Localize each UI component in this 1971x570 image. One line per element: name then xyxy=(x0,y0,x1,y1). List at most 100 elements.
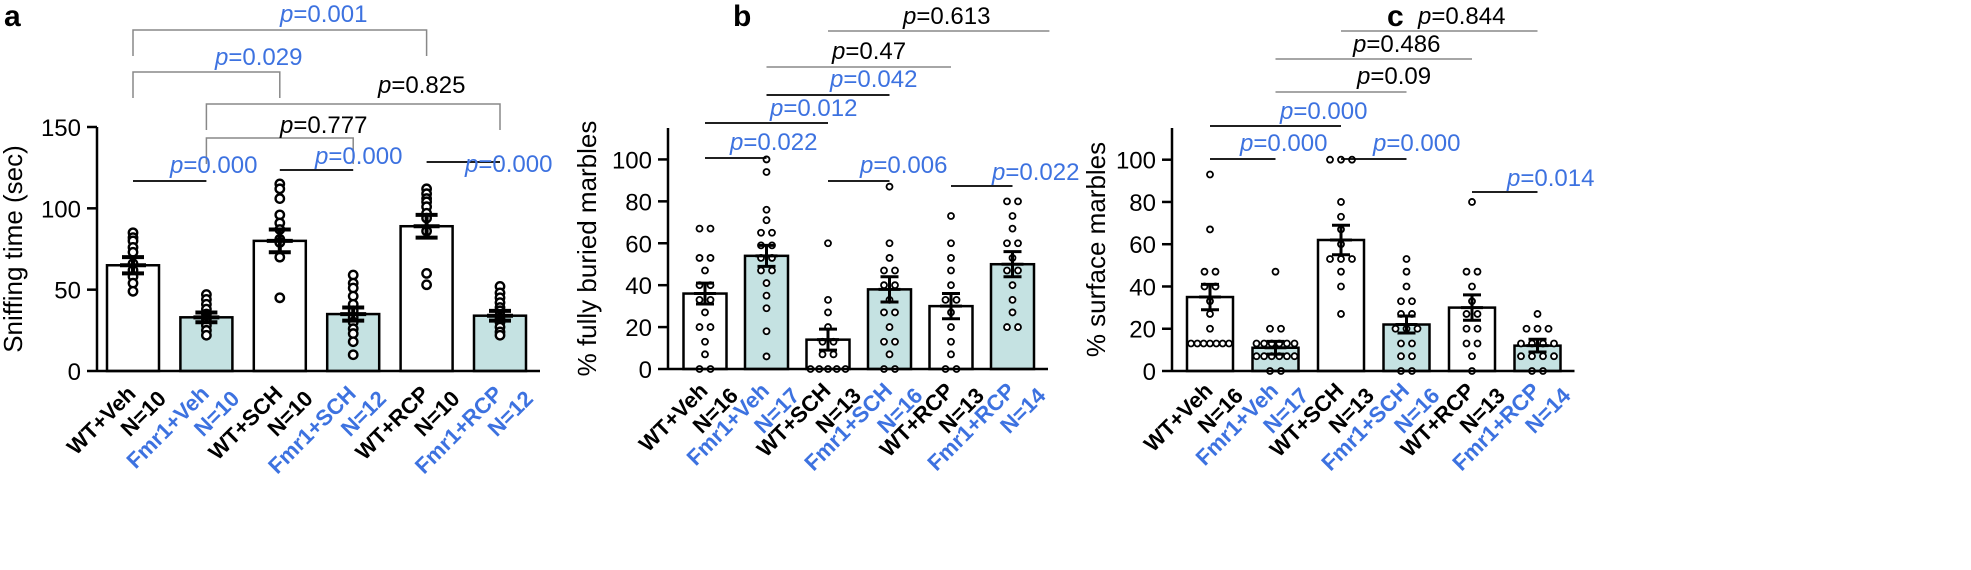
data-point xyxy=(1550,339,1558,348)
data-point xyxy=(706,254,715,262)
data-point xyxy=(885,182,894,191)
p-value-label: p=0.47 xyxy=(831,38,906,65)
p-value-label: p=0.022 xyxy=(729,129,817,156)
data-point xyxy=(706,224,715,233)
data-point xyxy=(947,239,955,248)
data-point xyxy=(1206,310,1214,318)
y-tick-label: 50 xyxy=(54,278,81,305)
data-point xyxy=(1252,339,1261,348)
data-point xyxy=(1533,324,1542,333)
y-tick-label: 100 xyxy=(612,147,652,174)
data-point xyxy=(274,292,286,304)
p-symbol: p xyxy=(1352,31,1366,58)
bar xyxy=(743,254,790,371)
data-point xyxy=(880,281,888,290)
p-value: =0.777 xyxy=(293,112,367,139)
p-symbol: p xyxy=(214,44,228,71)
data-point xyxy=(1408,339,1416,348)
data-point xyxy=(1206,225,1214,234)
p-value-label: p=0.09 xyxy=(1356,63,1431,90)
data-point xyxy=(1252,352,1261,361)
data-point xyxy=(1402,255,1411,263)
p-symbol: p xyxy=(279,112,293,139)
data-point xyxy=(1408,352,1416,361)
data-point xyxy=(1517,352,1525,361)
data-point xyxy=(762,279,771,287)
y-tick-label: 60 xyxy=(1129,232,1156,259)
p-value-label: p=0.000 xyxy=(464,151,552,178)
data-point xyxy=(947,212,955,220)
data-point xyxy=(1003,197,1011,206)
data-point xyxy=(1337,255,1345,263)
data-point xyxy=(1260,339,1268,348)
p-symbol: p xyxy=(169,152,183,179)
data-point xyxy=(1266,324,1274,333)
p-value: =0.000 xyxy=(1293,98,1367,125)
p-symbol: p xyxy=(729,129,743,156)
p-symbol: p xyxy=(279,1,293,28)
data-point xyxy=(947,337,955,346)
data-point xyxy=(941,295,950,304)
p-symbol: p xyxy=(377,72,391,99)
data-point xyxy=(762,352,771,361)
data-point xyxy=(695,224,704,233)
p-value: =0.47 xyxy=(845,38,906,65)
data-point xyxy=(947,350,955,359)
comparison-bracket xyxy=(205,103,501,130)
data-point xyxy=(1473,310,1482,318)
data-point xyxy=(885,350,894,359)
p-value-label: p=0.777 xyxy=(279,112,367,139)
p-symbol: p xyxy=(1239,130,1253,157)
data-point xyxy=(1326,255,1334,263)
data-point xyxy=(695,254,704,262)
y-axis-title: % fully buried marbles xyxy=(572,121,602,377)
data-point xyxy=(1473,267,1482,276)
p-value-label: p=0.825 xyxy=(377,72,465,99)
data-point xyxy=(1212,339,1221,348)
data-point xyxy=(818,350,827,359)
data-point xyxy=(824,295,832,304)
p-symbol: p xyxy=(1356,63,1370,90)
data-point xyxy=(1408,297,1416,306)
data-point xyxy=(1462,310,1471,318)
data-point xyxy=(347,349,359,361)
p-value: =0.000 xyxy=(1253,130,1327,157)
p-value-label: p=0.042 xyxy=(829,66,917,93)
p-symbol: p xyxy=(991,159,1005,186)
data-point xyxy=(824,308,832,317)
data-point xyxy=(706,323,715,331)
p-value: =0.09 xyxy=(1370,63,1431,90)
data-point xyxy=(1473,339,1482,348)
data-point xyxy=(1277,324,1285,333)
data-point xyxy=(421,267,432,279)
data-point xyxy=(1014,266,1022,275)
data-point xyxy=(1337,212,1345,221)
p-value: =0.029 xyxy=(228,44,302,71)
data-point xyxy=(1008,308,1017,317)
data-point xyxy=(768,228,776,237)
data-point xyxy=(1522,324,1531,333)
data-point xyxy=(1003,323,1011,331)
data-point xyxy=(706,295,715,304)
data-point xyxy=(1337,267,1345,276)
data-point xyxy=(1528,352,1536,361)
data-point xyxy=(421,279,432,291)
data-point xyxy=(1348,255,1356,263)
p-symbol: p xyxy=(1506,165,1520,192)
data-point xyxy=(1337,282,1345,291)
data-point xyxy=(1326,155,1334,164)
data-point xyxy=(695,295,704,304)
p-symbol: p xyxy=(1279,98,1293,125)
data-point xyxy=(1462,267,1471,276)
data-point xyxy=(762,291,771,300)
data-point xyxy=(947,254,955,262)
panel-letter-b: b xyxy=(733,0,751,33)
y-tick-label: 20 xyxy=(1129,317,1156,344)
p-value: =0.825 xyxy=(391,72,465,99)
data-point xyxy=(757,228,765,237)
data-point xyxy=(880,266,888,275)
